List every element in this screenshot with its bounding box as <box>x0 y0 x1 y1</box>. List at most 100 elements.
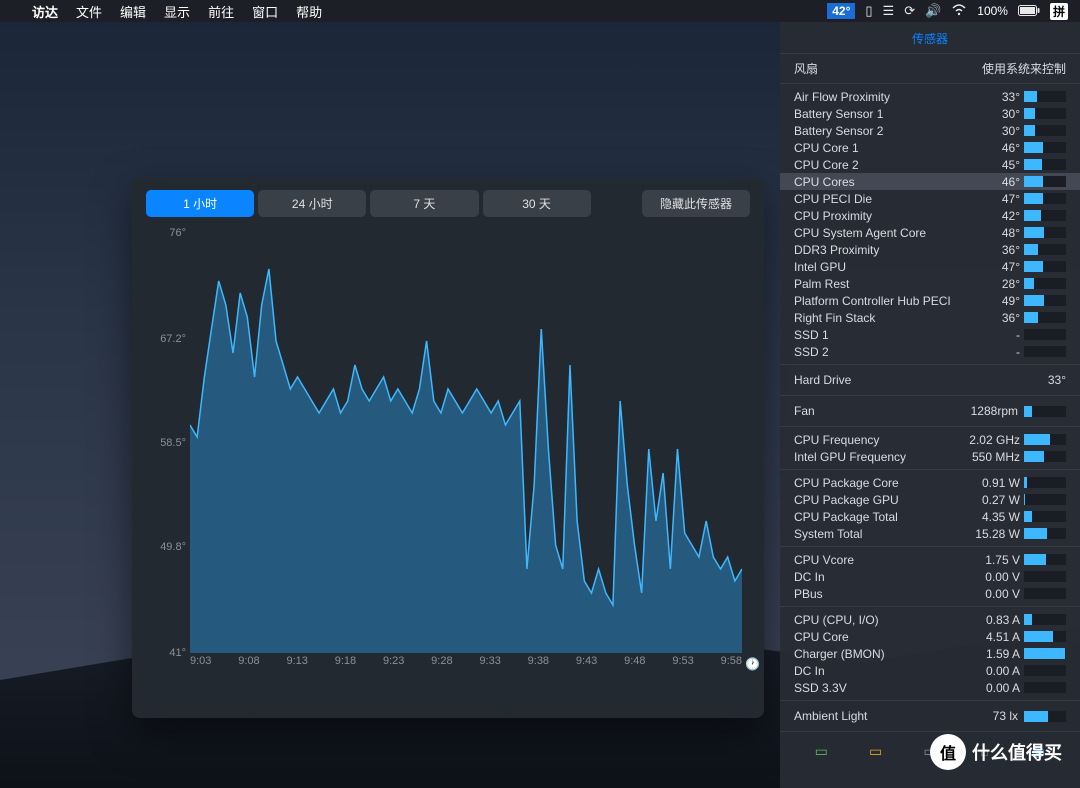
sensor-row[interactable]: CPU Proximity42° <box>780 207 1080 224</box>
x-tick: 9:08 <box>238 655 259 673</box>
tab-1hour[interactable]: 1 小时 <box>146 190 254 217</box>
current-value: 4.51 A <box>968 630 1024 644</box>
menu-window[interactable]: 窗口 <box>252 2 278 21</box>
sensor-label: Palm Rest <box>794 277 968 291</box>
sensor-label: Intel GPU <box>794 260 968 274</box>
voltage-row[interactable]: DC In0.00 V <box>780 568 1080 585</box>
sensor-label: CPU System Agent Core <box>794 226 968 240</box>
app-name[interactable]: 访达 <box>32 2 58 21</box>
sensor-row[interactable]: Battery Sensor 130° <box>780 105 1080 122</box>
voltage-value: 1.75 V <box>968 553 1024 567</box>
x-tick: 9:53 <box>672 655 693 673</box>
voltage-value: 0.00 V <box>968 570 1024 584</box>
sensor-row[interactable]: Intel GPU47° <box>780 258 1080 275</box>
sensor-panel: 传感器 风扇 使用系统来控制 Air Flow Proximity33°Batt… <box>780 22 1080 788</box>
sensor-row[interactable]: SSD 2- <box>780 343 1080 360</box>
fan-header-value[interactable]: 使用系统来控制 <box>982 60 1066 77</box>
warning-icon[interactable]: ▭ <box>865 742 887 760</box>
sensor-value: 49° <box>968 294 1024 308</box>
power-label: CPU Package Total <box>794 510 968 524</box>
wifi-icon[interactable] <box>951 4 967 19</box>
freq-label: CPU Frequency <box>794 433 968 447</box>
y-tick: 67.2° <box>160 333 186 345</box>
sensor-label: SSD 2 <box>794 345 968 359</box>
power-row[interactable]: CPU Package GPU0.27 W <box>780 491 1080 508</box>
voltage-row[interactable]: CPU Vcore1.75 V <box>780 551 1080 568</box>
battery-icon[interactable] <box>1018 4 1040 19</box>
sensor-row[interactable]: CPU Cores46° <box>780 173 1080 190</box>
current-value: 0.00 A <box>968 681 1024 695</box>
chart-window: 1 小时 24 小时 7 天 30 天 隐藏此传感器 76° 67.2° 58.5°… <box>132 178 764 718</box>
x-tick: 9:38 <box>528 655 549 673</box>
cpu-icon[interactable]: ▯ <box>865 3 872 19</box>
hard-drive-value: 33° <box>1048 373 1066 387</box>
menu-help[interactable]: 帮助 <box>296 2 322 21</box>
activity-icon[interactable]: ▭ <box>810 742 832 760</box>
sensor-row[interactable]: CPU PECI Die47° <box>780 190 1080 207</box>
sensor-row[interactable]: CPU System Agent Core48° <box>780 224 1080 241</box>
sensor-row[interactable]: CPU Core 146° <box>780 139 1080 156</box>
sensor-value: 33° <box>968 90 1024 104</box>
current-value: 0.00 A <box>968 664 1024 678</box>
sensor-label: Battery Sensor 2 <box>794 124 968 138</box>
sensor-value: 45° <box>968 158 1024 172</box>
hide-sensor-button[interactable]: 隐藏此传感器 <box>642 190 750 217</box>
menu-file[interactable]: 文件 <box>76 2 102 21</box>
sensor-row[interactable]: Air Flow Proximity33° <box>780 88 1080 105</box>
sensor-value: 36° <box>968 243 1024 257</box>
sensor-label: CPU Core 2 <box>794 158 968 172</box>
power-value: 15.28 W <box>968 527 1024 541</box>
power-row[interactable]: CPU Package Core0.91 W <box>780 474 1080 491</box>
sensor-row[interactable]: CPU Core 245° <box>780 156 1080 173</box>
sensor-label: DDR3 Proximity <box>794 243 968 257</box>
power-value: 4.35 W <box>968 510 1024 524</box>
sensor-row[interactable]: Palm Rest28° <box>780 275 1080 292</box>
disk-icon[interactable]: ☰ <box>883 3 895 19</box>
battery-percent: 100% <box>977 4 1008 18</box>
current-row[interactable]: CPU (CPU, I/O)0.83 A <box>780 611 1080 628</box>
freq-row[interactable]: CPU Frequency2.02 GHz <box>780 431 1080 448</box>
freq-row[interactable]: Intel GPU Frequency550 MHz <box>780 448 1080 465</box>
sensor-row[interactable]: Battery Sensor 230° <box>780 122 1080 139</box>
freq-value: 2.02 GHz <box>968 433 1024 447</box>
menu-go[interactable]: 前往 <box>208 2 234 21</box>
tab-7day[interactable]: 7 天 <box>370 190 478 217</box>
y-tick: 58.5° <box>160 437 186 449</box>
sensor-value: 47° <box>968 192 1024 206</box>
current-row[interactable]: DC In0.00 A <box>780 662 1080 679</box>
current-value: 0.83 A <box>968 613 1024 627</box>
power-row[interactable]: CPU Package Total4.35 W <box>780 508 1080 525</box>
menu-view[interactable]: 显示 <box>164 2 190 21</box>
sensor-row[interactable]: Right Fin Stack36° <box>780 309 1080 326</box>
sensor-value: - <box>968 328 1024 342</box>
sync-icon[interactable]: ⟳ <box>904 3 915 19</box>
current-row[interactable]: Charger (BMON)1.59 A <box>780 645 1080 662</box>
y-tick: 76° <box>169 227 186 239</box>
sensor-label: CPU PECI Die <box>794 192 968 206</box>
voltage-row[interactable]: PBus0.00 V <box>780 585 1080 602</box>
light-label: Ambient Light <box>794 709 867 723</box>
x-tick: 9:58 <box>721 655 742 673</box>
sensor-row[interactable]: DDR3 Proximity36° <box>780 241 1080 258</box>
sensor-label: CPU Proximity <box>794 209 968 223</box>
current-row[interactable]: CPU Core4.51 A <box>780 628 1080 645</box>
volume-icon[interactable]: 🔊 <box>925 3 941 19</box>
power-row[interactable]: System Total15.28 W <box>780 525 1080 542</box>
ime-indicator[interactable]: 拼 <box>1050 3 1068 20</box>
sensor-row[interactable]: SSD 1- <box>780 326 1080 343</box>
sensor-label: CPU Cores <box>794 175 968 189</box>
tab-30day[interactable]: 30 天 <box>483 190 591 217</box>
current-label: Charger (BMON) <box>794 647 968 661</box>
tab-24hour[interactable]: 24 小时 <box>258 190 366 217</box>
sensor-label: Air Flow Proximity <box>794 90 968 104</box>
current-row[interactable]: SSD 3.3V0.00 A <box>780 679 1080 696</box>
power-label: System Total <box>794 527 968 541</box>
menu-edit[interactable]: 编辑 <box>120 2 146 21</box>
sensor-row[interactable]: Platform Controller Hub PECI49° <box>780 292 1080 309</box>
x-tick: 9:43 <box>576 655 597 673</box>
temp-badge[interactable]: 42° <box>827 3 855 19</box>
power-value: 0.27 W <box>968 493 1024 507</box>
sensor-label: SSD 1 <box>794 328 968 342</box>
x-tick: 9:48 <box>624 655 645 673</box>
fan-header-label: 风扇 <box>794 60 818 77</box>
